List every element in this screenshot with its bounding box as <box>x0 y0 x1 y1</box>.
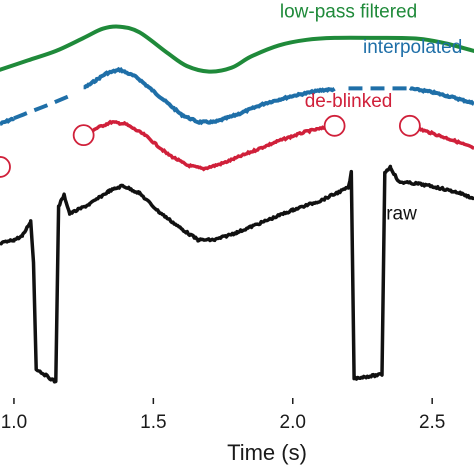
blink-marker <box>323 114 346 137</box>
series-line <box>83 66 336 126</box>
series-interpolated: interpolated <box>0 37 474 126</box>
series-line <box>409 123 474 150</box>
series-line <box>0 24 474 74</box>
series-low-pass-filtered: low-pass filtered <box>0 1 474 74</box>
series-line <box>82 119 335 172</box>
series-label: raw <box>386 203 417 224</box>
blink-marker <box>398 114 421 137</box>
interpolated-segment <box>13 94 71 121</box>
x-axis-title: Time (s) <box>227 440 307 465</box>
series-label: interpolated <box>363 37 462 58</box>
series-de-blinked: de-blinked <box>0 91 474 178</box>
x-tick-label: 2.5 <box>419 412 445 433</box>
series-line <box>408 86 474 106</box>
x-tick-label: 1.5 <box>140 412 166 433</box>
x-tick-label: 2.0 <box>280 412 306 433</box>
series-label: low-pass filtered <box>280 1 417 22</box>
blink-marker <box>0 156 11 178</box>
x-tick-label: 1.0 <box>1 412 27 433</box>
series-raw: raw <box>0 164 474 384</box>
series-line <box>0 116 15 126</box>
series-line <box>0 164 474 384</box>
blink-marker <box>72 124 95 147</box>
x-axis: 1.0 1.5 2.0 2.5 <box>1 398 445 433</box>
series-layer: low-pass filtered interpolated de-blinked r… <box>0 1 474 384</box>
series-label: de-blinked <box>305 91 393 112</box>
